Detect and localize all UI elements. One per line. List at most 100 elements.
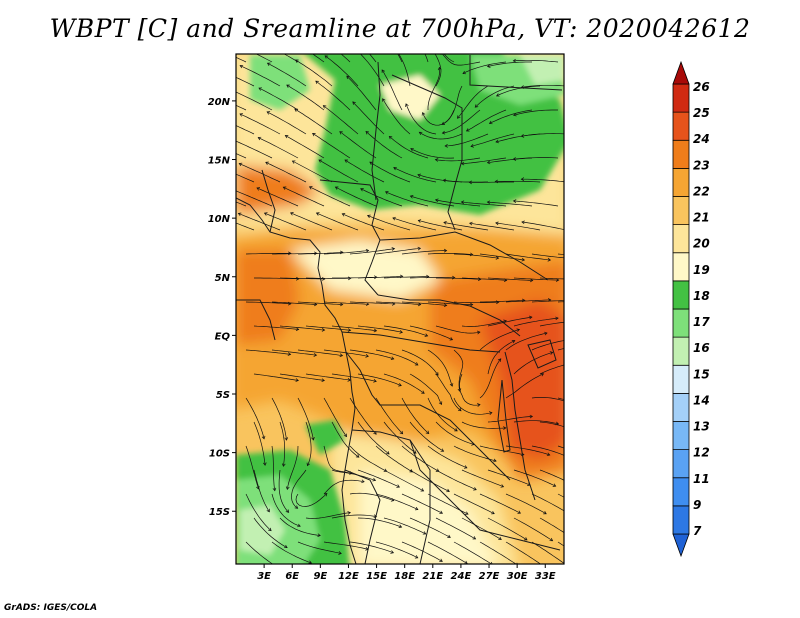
streamline-arrow — [405, 103, 409, 107]
streamline — [427, 67, 441, 110]
streamline-arrow — [272, 487, 277, 492]
streamline — [271, 349, 317, 356]
streamline-arrow — [442, 178, 447, 183]
streamline-arrow — [315, 80, 319, 85]
streamline — [397, 54, 403, 63]
streamline-arrow — [512, 157, 517, 161]
streamline-arrow — [414, 362, 419, 366]
border-4 — [469, 55, 563, 91]
streamline — [479, 445, 524, 456]
streamline — [409, 325, 453, 341]
streamline — [495, 222, 541, 231]
streamline-arrow — [420, 488, 425, 492]
streamline — [435, 199, 481, 207]
streamline — [357, 517, 402, 528]
streamline-arrow — [457, 388, 462, 392]
streamline-arrow — [474, 104, 479, 108]
streamline-arrow — [429, 45, 432, 48]
streamline — [487, 201, 533, 207]
streamline-arrow — [473, 487, 477, 491]
streamline — [271, 445, 276, 491]
border-8 — [345, 351, 511, 481]
streamline-arrow — [398, 524, 403, 528]
colorbar-segment — [672, 421, 690, 451]
streamline-arrow — [369, 161, 373, 165]
streamline-arrow — [257, 136, 262, 141]
streamline-arrow — [232, 42, 235, 45]
streamline — [279, 277, 325, 280]
streamline — [323, 301, 369, 305]
colorbar-label: 24 — [693, 132, 710, 146]
lat-tick-label: 20N — [208, 97, 231, 108]
streamline — [266, 111, 307, 135]
border-10 — [344, 469, 381, 564]
streamline — [239, 65, 281, 87]
streamline — [245, 541, 274, 564]
streamline-arrow — [476, 330, 481, 335]
streamline-arrow — [443, 220, 447, 225]
streamline — [245, 397, 265, 439]
streamline-arrow — [231, 188, 234, 191]
streamline-arrow — [288, 251, 292, 256]
field-northwest-hot — [236, 165, 320, 215]
country-borders — [236, 55, 563, 564]
streamline — [267, 62, 307, 87]
streamline-arrow — [390, 356, 395, 360]
streamline-arrow — [568, 513, 571, 516]
streamline-arrow — [529, 278, 534, 283]
streamline — [236, 153, 247, 159]
colorbar-segment — [672, 111, 690, 141]
streamline — [442, 109, 481, 134]
streamline-arrow — [465, 128, 470, 132]
streamline-arrow — [444, 144, 448, 148]
streamline-arrow — [528, 315, 533, 320]
streamline-arrow — [393, 166, 397, 171]
streamline-arrow — [355, 454, 360, 458]
streamline — [566, 518, 603, 543]
field-lake-region-max — [480, 300, 564, 460]
streamline — [453, 253, 499, 259]
colorbar-segment — [672, 533, 690, 558]
streamline-arrow — [339, 131, 343, 135]
streamline — [409, 517, 451, 538]
streamline — [513, 59, 559, 63]
streamline-arrow — [286, 38, 289, 41]
streamline — [271, 301, 317, 305]
streamline-arrow — [392, 216, 396, 221]
streamline-arrow — [414, 506, 419, 511]
streamline-arrow — [231, 139, 234, 142]
border-6 — [377, 294, 521, 337]
streamline — [453, 541, 493, 564]
streamline-arrow — [607, 364, 610, 367]
streamline — [383, 469, 424, 492]
streamline — [427, 349, 453, 387]
streamline — [253, 421, 266, 466]
streamline-arrow — [287, 352, 292, 356]
colorbar-label: 23 — [693, 158, 710, 172]
streamline-arrow — [437, 66, 442, 71]
streamline — [305, 421, 312, 466]
streamline-arrow — [238, 162, 243, 167]
streamline-arrow — [388, 135, 393, 140]
streamline — [566, 566, 602, 593]
streamline — [487, 61, 532, 67]
streamline — [331, 373, 377, 382]
streamline-arrow — [417, 246, 422, 251]
streamline — [315, 80, 351, 111]
streamline-arrow — [608, 320, 611, 323]
streamline-arrow — [339, 250, 344, 255]
streamline — [245, 349, 291, 355]
streamline — [513, 277, 559, 281]
colorbar-segment — [672, 336, 690, 366]
streamline-arrow — [578, 487, 581, 490]
colorbar-label: 19 — [693, 263, 710, 277]
streamline-arrow — [495, 256, 500, 260]
streamline — [443, 54, 455, 63]
streamline — [286, 445, 299, 490]
streamline-arrow — [497, 358, 502, 362]
streamline — [487, 316, 532, 327]
streamline-arrow — [410, 147, 414, 152]
streamline — [357, 373, 402, 386]
streamline-arrow — [521, 257, 526, 262]
streamline-arrow — [464, 511, 469, 515]
